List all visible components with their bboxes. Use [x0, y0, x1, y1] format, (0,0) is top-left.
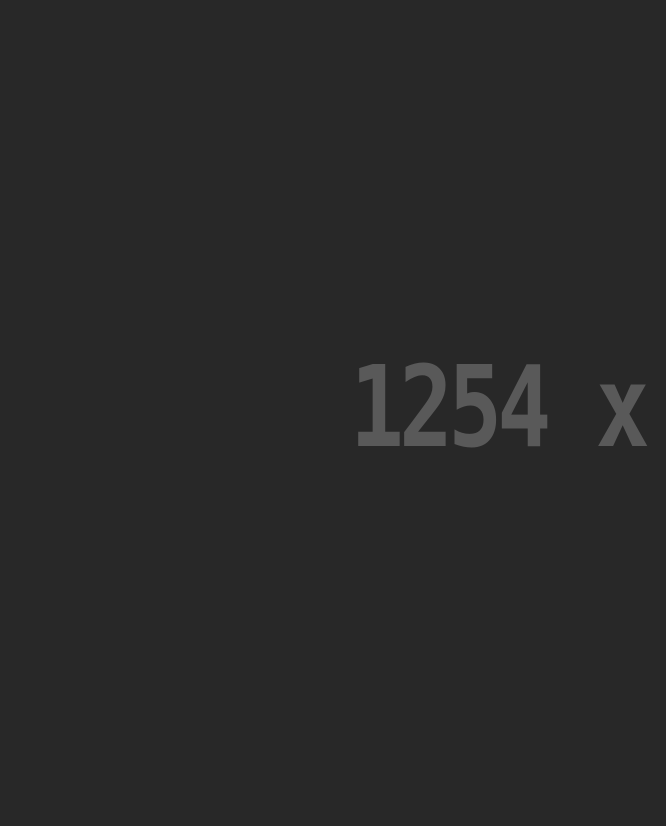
- dimension-label: 1254 x: [350, 343, 650, 473]
